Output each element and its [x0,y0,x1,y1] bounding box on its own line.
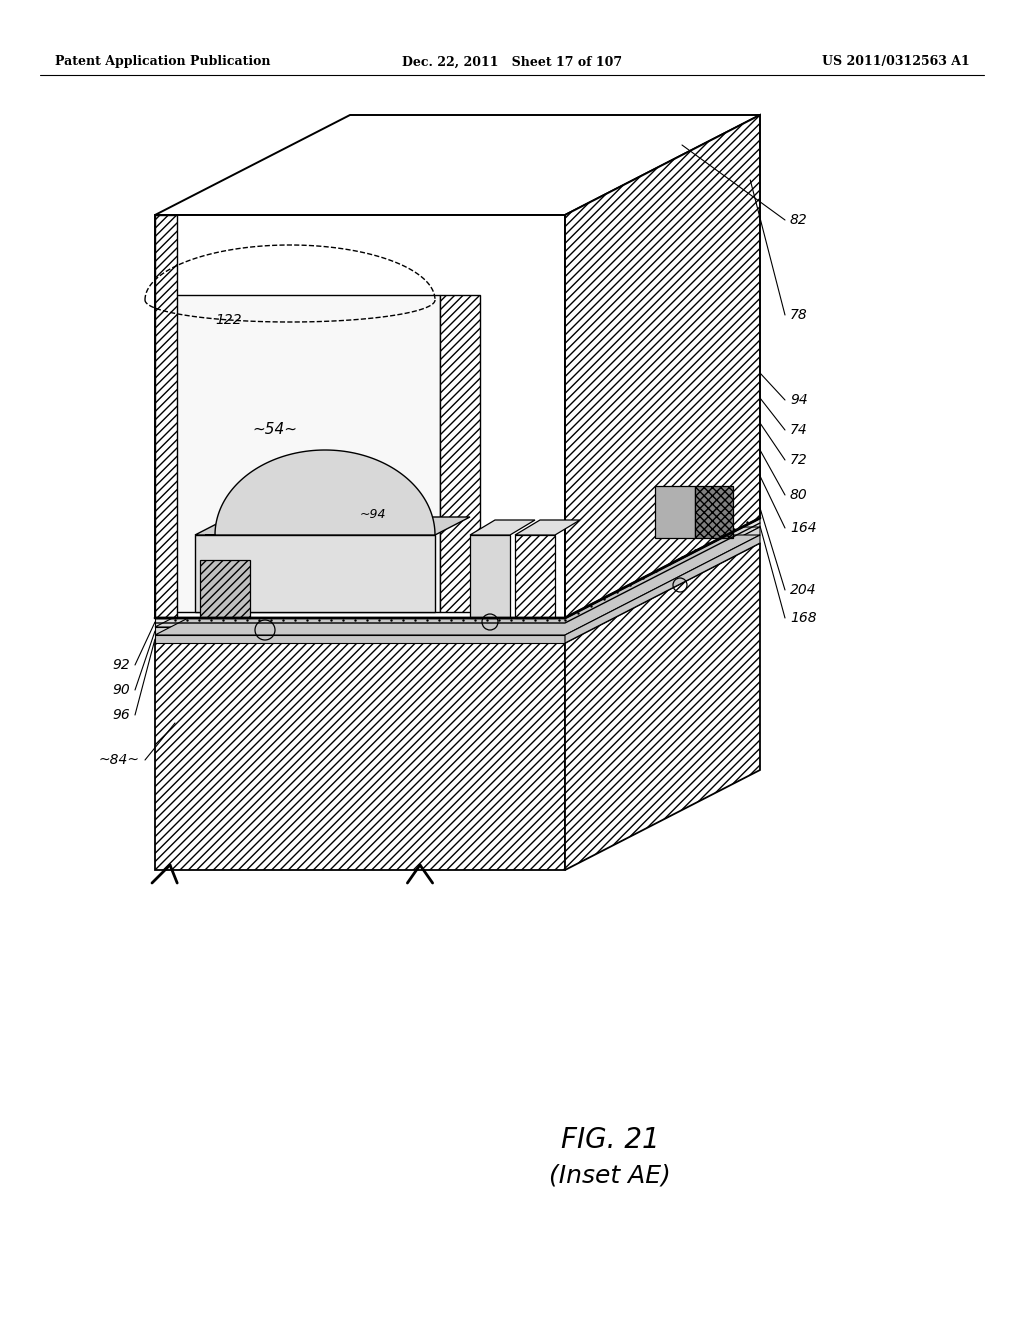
Polygon shape [695,486,733,539]
Text: Dec. 22, 2011   Sheet 17 of 107: Dec. 22, 2011 Sheet 17 of 107 [402,55,622,69]
Text: 90: 90 [113,682,130,697]
Text: 82: 82 [790,213,808,227]
Text: Patent Application Publication: Patent Application Publication [55,55,270,69]
Polygon shape [155,543,760,643]
Polygon shape [565,535,760,643]
Text: 122: 122 [215,313,242,327]
Text: 96: 96 [113,708,130,722]
Polygon shape [155,215,565,618]
Polygon shape [168,294,440,612]
Text: (Inset AE): (Inset AE) [549,1163,671,1187]
Text: 78: 78 [790,308,808,322]
Polygon shape [565,115,760,618]
Text: 92: 92 [113,657,130,672]
Polygon shape [205,450,435,535]
Polygon shape [195,535,435,612]
Polygon shape [155,215,177,618]
Polygon shape [155,115,760,215]
Polygon shape [200,560,250,618]
Polygon shape [565,543,760,870]
Text: 80: 80 [790,488,808,502]
Text: 72: 72 [790,453,808,467]
Text: 168: 168 [790,611,816,624]
Polygon shape [155,618,565,627]
Polygon shape [565,517,760,627]
Polygon shape [155,627,565,635]
Text: 164: 164 [790,521,816,535]
Polygon shape [470,535,510,618]
Text: 94: 94 [790,393,808,407]
Polygon shape [515,520,580,535]
Polygon shape [155,527,760,627]
Polygon shape [155,517,760,618]
Text: US 2011/0312563 A1: US 2011/0312563 A1 [822,55,970,69]
Polygon shape [195,517,470,535]
Polygon shape [470,520,535,535]
Polygon shape [515,535,555,618]
Polygon shape [440,294,480,612]
Text: 74: 74 [790,422,808,437]
Text: ~84~: ~84~ [99,752,140,767]
Text: ~54~: ~54~ [253,422,298,437]
Polygon shape [565,527,760,635]
Polygon shape [655,486,695,539]
Text: FIG. 21: FIG. 21 [561,1126,659,1154]
Polygon shape [155,635,565,643]
Text: 204: 204 [790,583,816,597]
Polygon shape [155,643,565,870]
Text: ~94: ~94 [360,508,386,521]
Polygon shape [155,535,760,635]
